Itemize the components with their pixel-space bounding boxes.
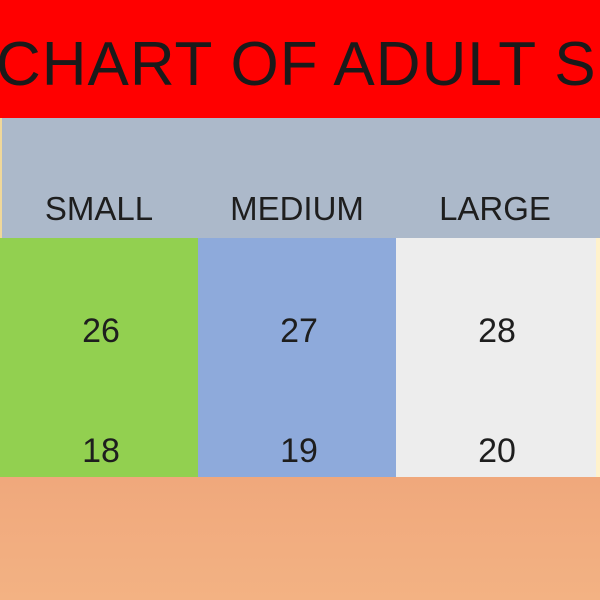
column-large: [396, 238, 596, 477]
column-medium: [198, 238, 396, 477]
title-bar: CHART OF ADULT SH: [0, 0, 600, 118]
cell-small-2: 18: [82, 432, 120, 470]
column-next-edge: [596, 238, 600, 477]
chart-title: CHART OF ADULT SH: [0, 30, 600, 99]
footer-band: [0, 477, 600, 600]
cell-medium-1: 27: [280, 312, 318, 350]
cell-small-1: 26: [82, 312, 120, 350]
header-row: [0, 118, 600, 238]
header-small: SMALL: [44, 190, 154, 227]
cell-large-2: 20: [478, 432, 516, 470]
cell-medium-2: 19: [280, 432, 318, 470]
header-large: LARGE: [439, 190, 551, 227]
cell-large-1: 28: [478, 312, 516, 350]
column-small: [0, 238, 198, 477]
header-medium: MEDIUM: [230, 190, 364, 227]
